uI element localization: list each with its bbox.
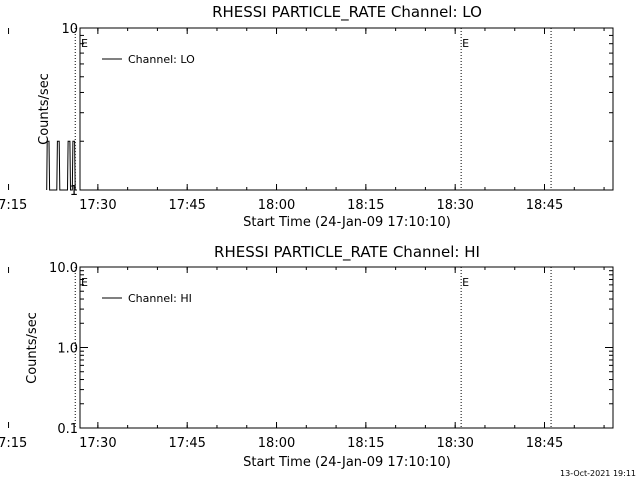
legend-label: Channel: LO: [128, 53, 195, 66]
y-tick-label: 1.0: [57, 342, 78, 357]
event-line-label: E: [462, 37, 469, 50]
data-series: [46, 140, 77, 191]
x-tick-label: 18:45: [526, 198, 563, 213]
x-axis-label: Start Time (24-Jan-09 17:10:10): [243, 455, 451, 470]
y-tick-label: 1: [70, 184, 78, 199]
x-tick-label: 17:30: [79, 436, 116, 451]
x-tick-label: 18:30: [436, 436, 473, 451]
y-tick-label: 10.0: [49, 261, 78, 276]
chart-panel-lo: RHESSI PARTICLE_RATE Channel: LO 17:1517…: [0, 3, 614, 230]
x-tick-label: 17:15: [0, 198, 27, 213]
x-tick-label: 18:45: [526, 436, 563, 451]
chart-panel-hi: RHESSI PARTICLE_RATE Channel: HI 17:1517…: [0, 243, 614, 470]
x-tick-label: 17:15: [0, 436, 27, 451]
x-tick-label: 17:45: [168, 436, 205, 451]
event-marker-label: E: [81, 37, 88, 50]
axis-ticks: 17:15 17:30 17:45 18:00 18:15 18:30 18:45 1 10: [0, 22, 613, 213]
y-axis-label: Counts/sec: [25, 312, 40, 384]
axis-ticks: 17:15 17:30 17:45 18:00 18:15 18:30 18:45 0.1 1.…: [0, 261, 613, 451]
plot-frame: [79, 27, 614, 191]
legend: Channel: LO: [102, 53, 195, 66]
x-tick-label: 18:00: [258, 198, 295, 213]
legend-label: Channel: HI: [128, 292, 192, 305]
legend: Channel: HI: [102, 292, 192, 305]
series-line: [46, 140, 77, 191]
x-tick-label: 17:30: [79, 198, 116, 213]
y-axis-label: Counts/sec: [37, 73, 52, 145]
x-axis-label: Start Time (24-Jan-09 17:10:10): [243, 215, 451, 230]
chart-title: RHESSI PARTICLE_RATE Channel: HI: [214, 243, 480, 262]
y-tick-label: 0.1: [57, 422, 78, 437]
y-tick-label: 10: [61, 22, 78, 37]
event-lines: E: [74, 267, 552, 428]
x-tick-label: 18:15: [347, 436, 384, 451]
timestamp-footer: 13-Oct-2021 19:11: [560, 469, 636, 478]
x-tick-label: 17:45: [168, 198, 205, 213]
x-tick-label: 18:15: [347, 198, 384, 213]
event-marker-label: E: [81, 276, 88, 289]
x-tick-label: 18:00: [258, 436, 295, 451]
event-line-label: E: [462, 276, 469, 289]
x-tick-label: 18:30: [436, 198, 473, 213]
chart-title: RHESSI PARTICLE_RATE Channel: LO: [212, 3, 482, 22]
